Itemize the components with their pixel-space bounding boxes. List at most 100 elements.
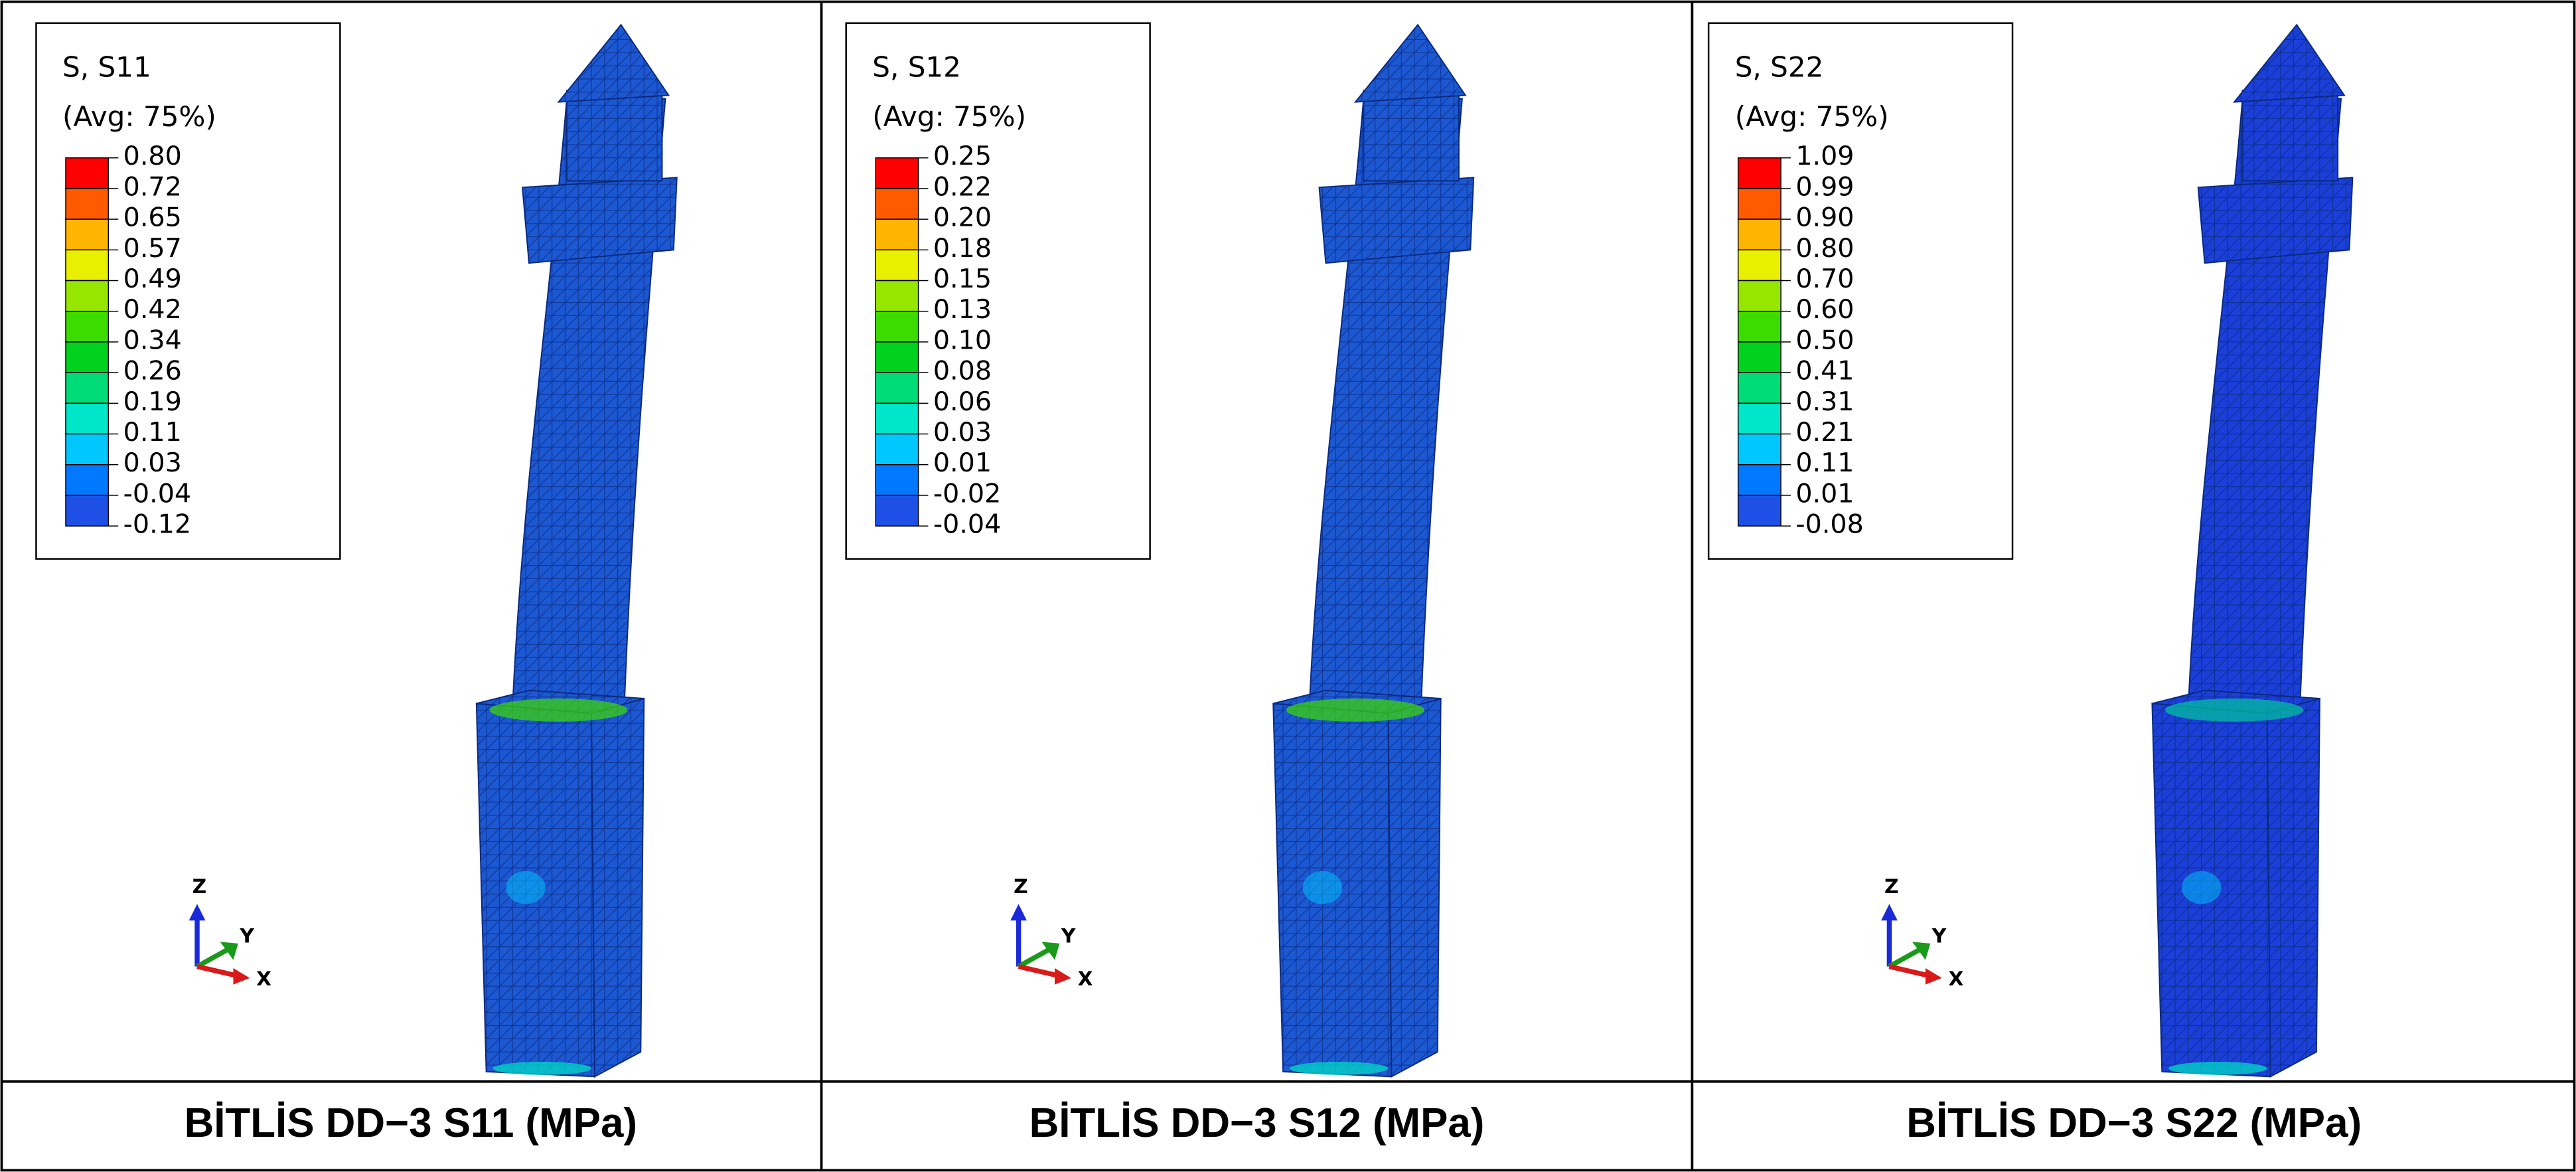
legend-label: 0.18	[933, 233, 992, 264]
axis-z-head	[189, 904, 206, 921]
legend-label: 0.60	[1795, 294, 1854, 325]
legend-band	[875, 372, 919, 404]
legend-title: S, S12	[872, 51, 961, 84]
balcony-mesh	[522, 177, 677, 264]
legend-label: 0.11	[1795, 448, 1854, 478]
legend-band	[65, 249, 110, 282]
legend-label: 0.01	[1795, 478, 1854, 509]
legend-band	[65, 402, 110, 435]
legend-label: 0.10	[933, 325, 992, 355]
legend-label: 0.19	[123, 386, 182, 417]
legend-label: 0.49	[123, 264, 182, 294]
legend-label: 1.09	[1795, 141, 1854, 171]
axis-y	[196, 948, 228, 969]
legend-label: -0.02	[933, 478, 1001, 509]
axis-z-head	[1881, 904, 1898, 921]
legend-label: 0.99	[1795, 171, 1854, 202]
legend-label: 0.80	[1795, 233, 1854, 264]
legend-label: 0.06	[933, 386, 992, 417]
panel: S, S12 (Avg: 75%) 0.250.220.200.180.150.13…	[845, 22, 1485, 1146]
axis-x-head	[1055, 967, 1071, 985]
legend-label: 0.34	[123, 325, 182, 355]
legend-label: 0.08	[933, 356, 992, 386]
legend-band	[1737, 372, 1781, 404]
legend-label: 0.57	[123, 233, 182, 264]
legend-band	[1737, 249, 1781, 282]
lantern-mesh	[1363, 90, 1459, 181]
legend-band	[875, 341, 919, 373]
axis-y-label: Y	[1932, 924, 1947, 948]
legend-band	[875, 280, 919, 312]
spire-mesh	[558, 25, 669, 102]
legend-label: -0.04	[933, 509, 1001, 540]
legend-label: 0.03	[123, 448, 182, 478]
legend-band	[65, 341, 110, 373]
legend-title: S, S11	[62, 51, 151, 84]
legend-label: 0.50	[1795, 325, 1854, 355]
legend-subtitle: (Avg: 75%)	[872, 100, 1026, 133]
legend-band	[1737, 464, 1781, 496]
legend-label: 0.03	[933, 417, 992, 448]
legend-label: -0.12	[123, 509, 191, 540]
legend-band	[1737, 188, 1781, 220]
axis-z-label: Z	[1014, 875, 1028, 898]
axis-y-head	[1912, 942, 1931, 960]
legend-label: -0.04	[123, 478, 191, 509]
axis-y-label: Y	[239, 924, 254, 948]
legend-label: 0.21	[1795, 417, 1854, 448]
axis-x	[1888, 963, 1933, 979]
tower	[1272, 23, 1475, 1078]
caption: BİTLİS DD−3 S12 (MPa)	[1029, 1100, 1485, 1146]
legend-band	[875, 464, 919, 496]
legend-band	[875, 495, 919, 527]
legend-band	[1737, 280, 1781, 312]
stress-patch	[2168, 1062, 2267, 1075]
caption: BİTLİS DD−3 S22 (MPa)	[1906, 1100, 2362, 1146]
legend-label: 0.22	[933, 171, 992, 202]
panel: S, S11 (Avg: 75%) 0.800.720.650.570.490.42…	[35, 22, 678, 1146]
legend-band	[65, 218, 110, 251]
axis-x	[1018, 963, 1062, 979]
legend-label: 0.01	[933, 448, 992, 478]
axis-y-head	[1041, 942, 1060, 960]
legend-band	[65, 372, 110, 404]
panel: S, S22 (Avg: 75%) 1.090.990.900.800.700.60…	[1707, 22, 2362, 1146]
stress-patch	[1286, 699, 1424, 722]
axis-x-label: X	[256, 967, 271, 991]
legend-band	[1737, 495, 1781, 527]
legend-band	[875, 249, 919, 282]
tower	[475, 23, 678, 1078]
legend-band	[875, 433, 919, 465]
axis-y-head	[220, 942, 238, 960]
axis-x-head	[1925, 967, 1942, 985]
tower	[2151, 23, 2354, 1078]
axis-x-label: X	[1078, 967, 1093, 991]
legend-band	[65, 310, 110, 343]
axis-x	[196, 963, 241, 979]
legend-band	[1737, 310, 1781, 343]
legend-label: 0.72	[123, 171, 182, 202]
stress-patch	[2181, 871, 2222, 904]
legend-band	[1737, 218, 1781, 251]
legend-band	[875, 188, 919, 220]
legend-label: 0.70	[1795, 264, 1854, 294]
legend-label: 0.11	[123, 417, 182, 448]
stress-patch	[489, 699, 628, 722]
legend-label: 0.90	[1795, 203, 1854, 233]
axis-y	[1888, 948, 1920, 969]
axis-x-label: X	[1949, 967, 1964, 991]
stress-patch	[1302, 871, 1343, 904]
axis-y	[1017, 948, 1049, 969]
stress-patch	[2165, 699, 2304, 722]
axis-z-head	[1010, 904, 1027, 921]
legend-subtitle: (Avg: 75%)	[62, 100, 216, 133]
base-side-mesh	[1388, 699, 1441, 1077]
balcony-mesh	[2198, 177, 2353, 264]
legend-label: 0.80	[123, 141, 182, 171]
spire-mesh	[2234, 25, 2345, 102]
legend-label: 0.65	[123, 203, 182, 233]
legend-band	[1737, 341, 1781, 373]
legend-band	[875, 218, 919, 251]
